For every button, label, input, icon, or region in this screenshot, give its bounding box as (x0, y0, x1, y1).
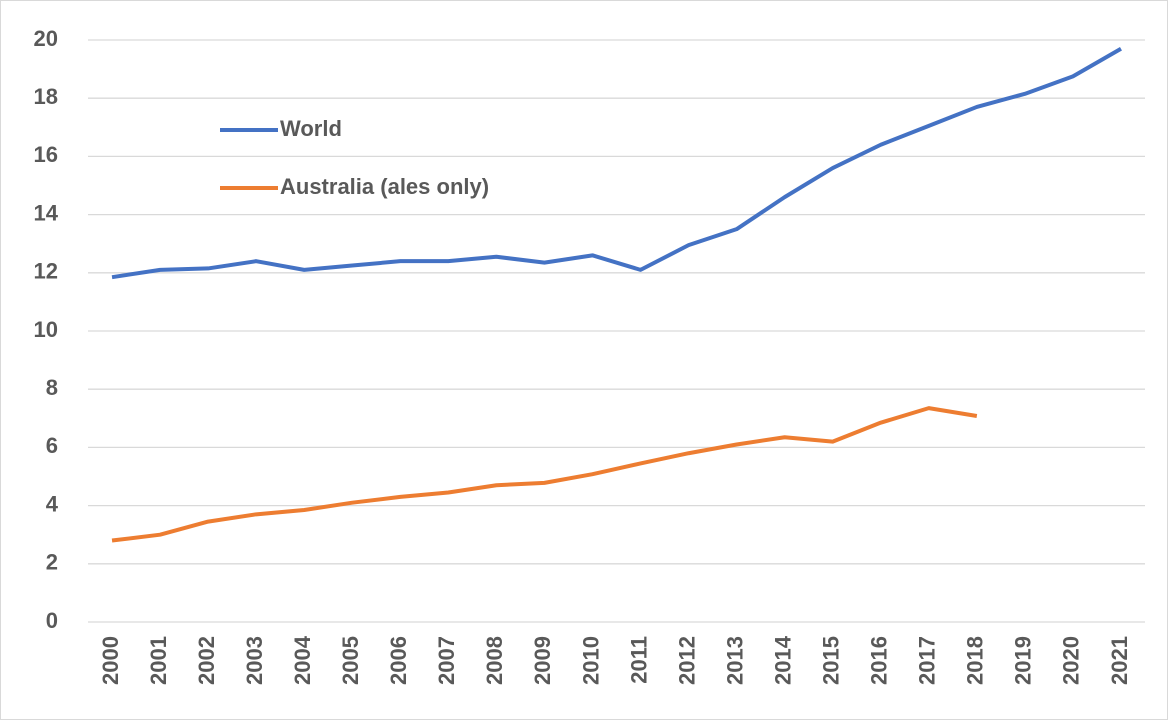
y-tick-label: 0 (46, 608, 58, 633)
x-tick-label: 2019 (1011, 636, 1036, 685)
x-tick-label: 2006 (386, 636, 411, 685)
series-line (111, 46, 1122, 280)
series-line (111, 406, 978, 543)
x-tick-label: 2015 (819, 636, 844, 685)
x-tick-label: 2014 (770, 635, 795, 685)
x-tick-label: 2005 (338, 636, 363, 685)
x-tick-label: 2000 (98, 636, 123, 685)
x-tick-label: 2007 (434, 636, 459, 685)
x-tick-label: 2013 (722, 636, 747, 685)
y-tick-label: 12 (34, 259, 58, 284)
y-tick-label: 6 (46, 433, 58, 458)
x-tick-label: 2021 (1107, 636, 1132, 685)
x-tick-label: 2011 (626, 636, 651, 684)
x-tick-label: 2004 (290, 635, 315, 685)
y-tick-label: 8 (46, 375, 58, 400)
x-tick-label: 2010 (578, 636, 603, 685)
y-tick-label: 4 (46, 491, 59, 516)
x-tick-label: 2003 (242, 636, 267, 685)
y-tick-label: 2 (46, 550, 58, 575)
y-tick-label: 18 (34, 84, 58, 109)
x-tick-label: 2018 (963, 636, 988, 685)
y-tick-label: 14 (34, 200, 59, 225)
x-tick-label: 2020 (1059, 636, 1084, 685)
x-tick-label: 2001 (146, 636, 171, 685)
x-tick-label: 2012 (674, 636, 699, 685)
x-tick-label: 2008 (482, 636, 507, 685)
x-tick-label: 2009 (530, 636, 555, 685)
y-tick-label: 16 (34, 142, 58, 167)
x-tick-label: 2016 (867, 636, 892, 685)
y-tick-label: 20 (34, 26, 58, 51)
y-tick-label: 10 (34, 317, 58, 342)
legend-label: World (280, 116, 342, 141)
x-tick-label: 2017 (915, 636, 940, 685)
legend-label: Australia (ales only) (280, 174, 489, 199)
x-tick-label: 2002 (194, 636, 219, 685)
